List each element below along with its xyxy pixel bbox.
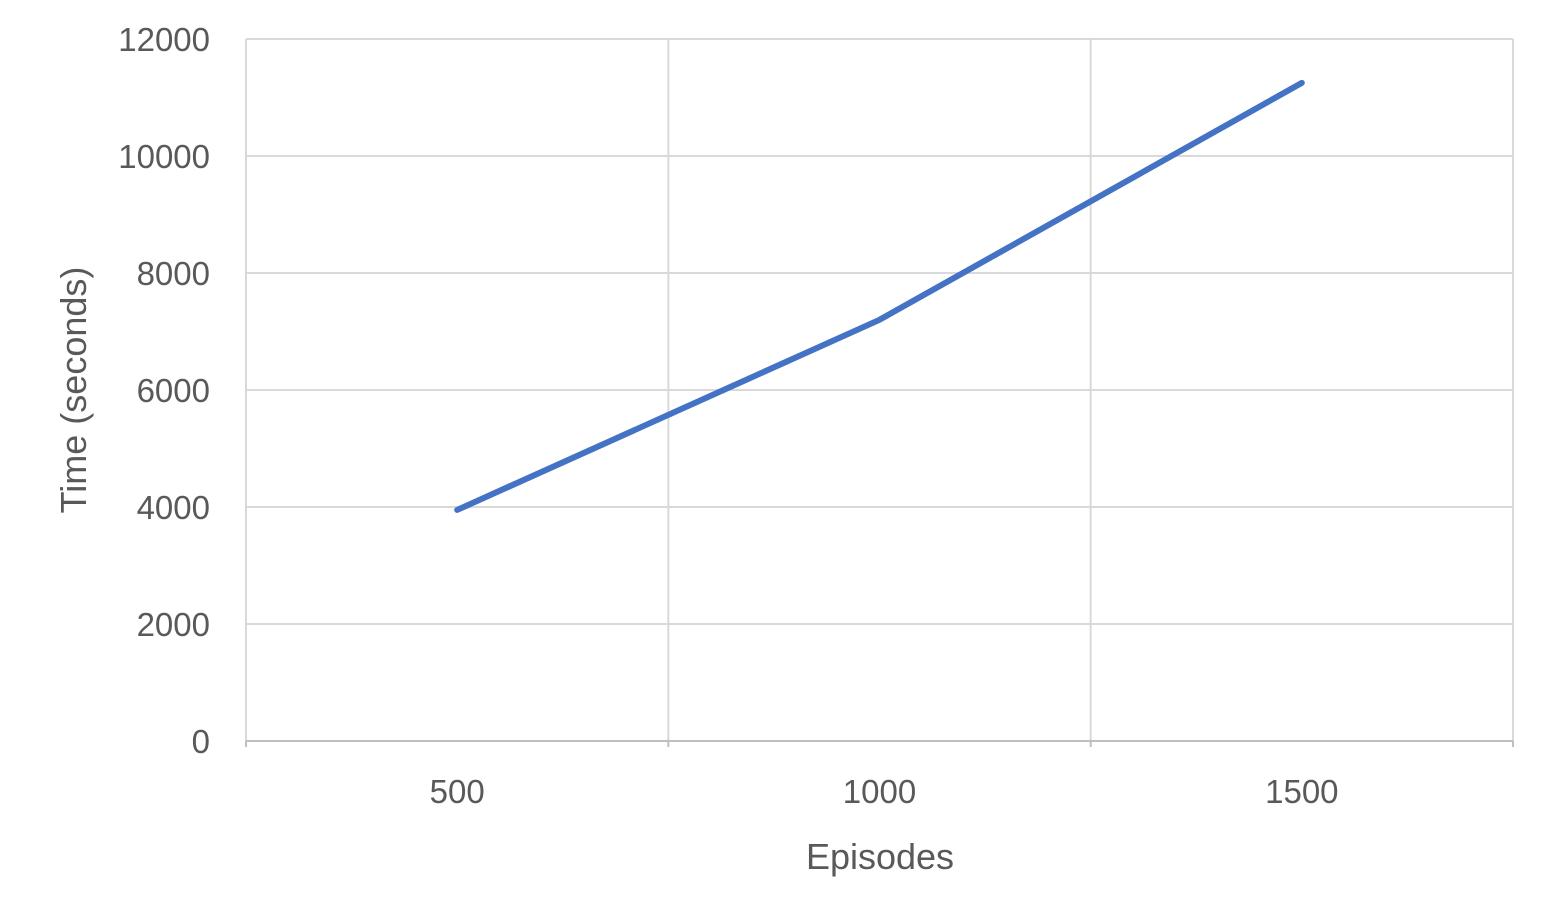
- series-line: [454, 79, 1305, 513]
- series-lines: [454, 79, 1305, 513]
- y-tick-label: 8000: [137, 255, 210, 292]
- y-tick-label: 10000: [118, 138, 210, 175]
- y-tick-label: 2000: [137, 606, 210, 643]
- x-tick-labels: 500 1000 1500: [430, 773, 1339, 810]
- x-tick-label: 500: [430, 773, 485, 810]
- y-tick-label: 4000: [137, 489, 210, 526]
- y-tick-label: 0: [192, 723, 210, 760]
- y-tick-label: 12000: [118, 21, 210, 58]
- y-axis-title: Time (seconds): [53, 267, 94, 514]
- x-tick-label: 1000: [843, 773, 916, 810]
- axes: [245, 740, 1514, 747]
- y-tick-labels: 0 2000 4000 6000 8000 10000 12000: [118, 21, 210, 760]
- y-tick-label: 6000: [137, 372, 210, 409]
- x-axis-title: Episodes: [806, 836, 954, 877]
- x-tick-label: 1500: [1265, 773, 1338, 810]
- gridlines: [245, 38, 1514, 741]
